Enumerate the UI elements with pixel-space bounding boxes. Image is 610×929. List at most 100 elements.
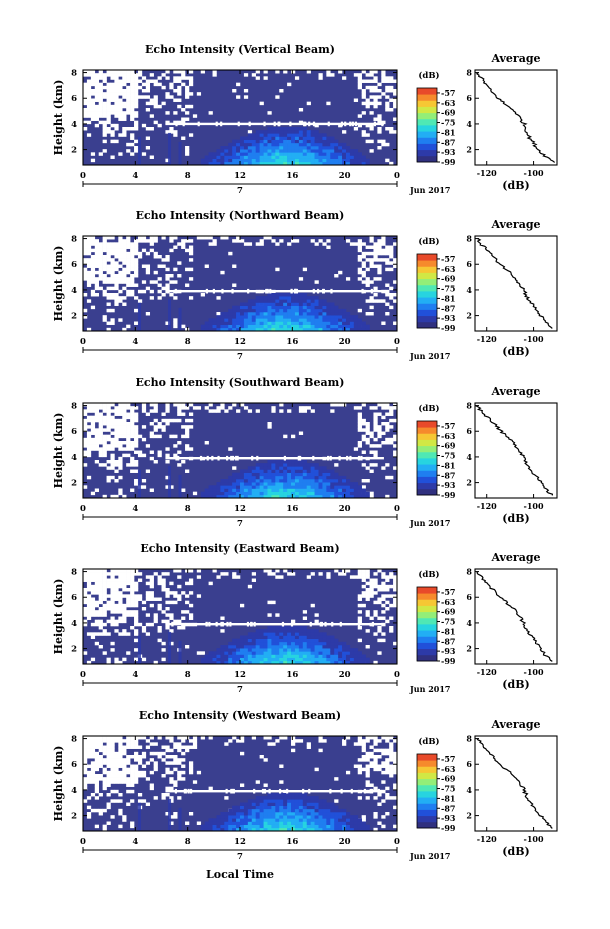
missing-data-cell: [393, 406, 398, 410]
missing-data-cell: [381, 588, 386, 592]
colorbar-tick-label: -75: [441, 784, 455, 794]
missing-data-cell: [377, 755, 382, 759]
missing-data-cell: [110, 447, 115, 451]
missing-data-cell: [369, 591, 374, 595]
missing-data-cell: [165, 572, 170, 576]
missing-data-cell: [342, 742, 347, 746]
missing-data-cell: [118, 460, 123, 464]
missing-data-cell: [361, 280, 366, 284]
echo-cell: [279, 146, 284, 150]
echo-cell: [330, 488, 335, 492]
missing-data-cell: [134, 258, 139, 262]
missing-data-cell: [86, 92, 92, 96]
echo-cell: [251, 327, 256, 332]
missing-data-cell: [216, 409, 221, 413]
missing-data-cell: [283, 70, 288, 74]
missing-data-cell: [102, 236, 107, 240]
echo-cell: [345, 645, 351, 649]
echo-cell: [330, 654, 335, 658]
echo-cell: [267, 475, 272, 480]
echo-cell: [318, 161, 323, 166]
missing-data-cell: [110, 92, 115, 96]
echo-cell: [298, 460, 304, 464]
echo-cell: [326, 808, 331, 813]
echo-cell: [267, 142, 272, 147]
echo-cell: [255, 824, 260, 829]
missing-data-cell: [373, 245, 378, 249]
echo-cell: [318, 805, 323, 810]
echo-cell: [314, 299, 319, 303]
missing-data-cell: [106, 758, 111, 762]
missing-data-cell: [389, 296, 394, 300]
missing-data-cell: [106, 745, 111, 749]
missing-data-cell: [334, 463, 339, 467]
missing-data-cell: [141, 236, 147, 240]
echo-cell: [259, 130, 264, 134]
missing-data-cell: [118, 475, 123, 480]
missing-data-cell: [192, 491, 198, 496]
bright-layer-dot: [235, 455, 238, 461]
missing-data-cell: [365, 783, 370, 787]
missing-data-cell: [86, 111, 92, 115]
missing-data-cell: [173, 591, 178, 595]
missing-data-cell: [130, 821, 135, 825]
missing-data-cell: [165, 321, 170, 325]
missing-data-cell: [345, 569, 351, 573]
missing-data-cell: [369, 111, 374, 115]
echo-cell: [240, 802, 245, 806]
missing-data-cell: [130, 626, 135, 630]
echo-cell: [306, 491, 311, 496]
missing-data-cell: [173, 418, 178, 423]
missing-data-cell: [369, 123, 374, 128]
missing-data-cell: [130, 613, 135, 617]
day-label: 7: [237, 352, 243, 362]
echo-cell: [216, 318, 221, 322]
echo-cell: [232, 821, 237, 825]
missing-data-cell: [338, 403, 343, 407]
missing-data-cell: [381, 406, 386, 410]
missing-data-cell: [90, 236, 96, 240]
echo-cell: [255, 152, 260, 156]
echo-cell: [232, 139, 237, 144]
missing-data-cell: [149, 296, 154, 300]
missing-data-cell: [353, 764, 359, 768]
missing-data-cell: [94, 789, 99, 794]
echo-cell: [232, 654, 237, 658]
missing-data-cell: [330, 73, 335, 77]
echo-cell: [255, 133, 260, 137]
missing-data-cell: [130, 277, 135, 281]
x-tick-label: 20: [339, 837, 351, 847]
missing-data-cell: [134, 584, 139, 589]
missing-data-cell: [161, 236, 166, 240]
echo-cell: [275, 152, 280, 156]
echo-cell: [310, 302, 315, 306]
missing-data-cell: [181, 777, 186, 781]
missing-data-cell: [114, 245, 119, 249]
y-tick-label: 6: [71, 760, 77, 770]
echo-cell: [334, 142, 339, 147]
missing-data-cell: [110, 286, 115, 291]
echo-cell: [279, 142, 284, 147]
missing-data-cell: [169, 629, 174, 633]
echo-cell: [306, 824, 311, 829]
bright-layer-dot: [320, 621, 324, 627]
missing-data-cell: [208, 736, 213, 740]
x-tick-label: 8: [185, 504, 191, 514]
echo-cell: [322, 799, 327, 803]
missing-data-cell: [153, 428, 158, 432]
missing-data-cell: [126, 85, 131, 90]
missing-data-cell: [255, 780, 260, 784]
echo-cell: [279, 321, 284, 325]
echo-cell: [306, 651, 311, 655]
missing-data-cell: [365, 123, 370, 128]
echo-cell: [251, 821, 256, 825]
missing-data-cell: [134, 638, 139, 643]
missing-data-cell: [208, 786, 213, 791]
missing-data-cell: [228, 251, 233, 256]
echo-cell: [232, 641, 237, 646]
echo-cell: [263, 139, 268, 144]
missing-data-cell: [110, 441, 115, 445]
missing-data-cell: [385, 248, 390, 253]
x-tick-label: 16: [286, 171, 298, 181]
missing-data-cell: [177, 777, 182, 781]
